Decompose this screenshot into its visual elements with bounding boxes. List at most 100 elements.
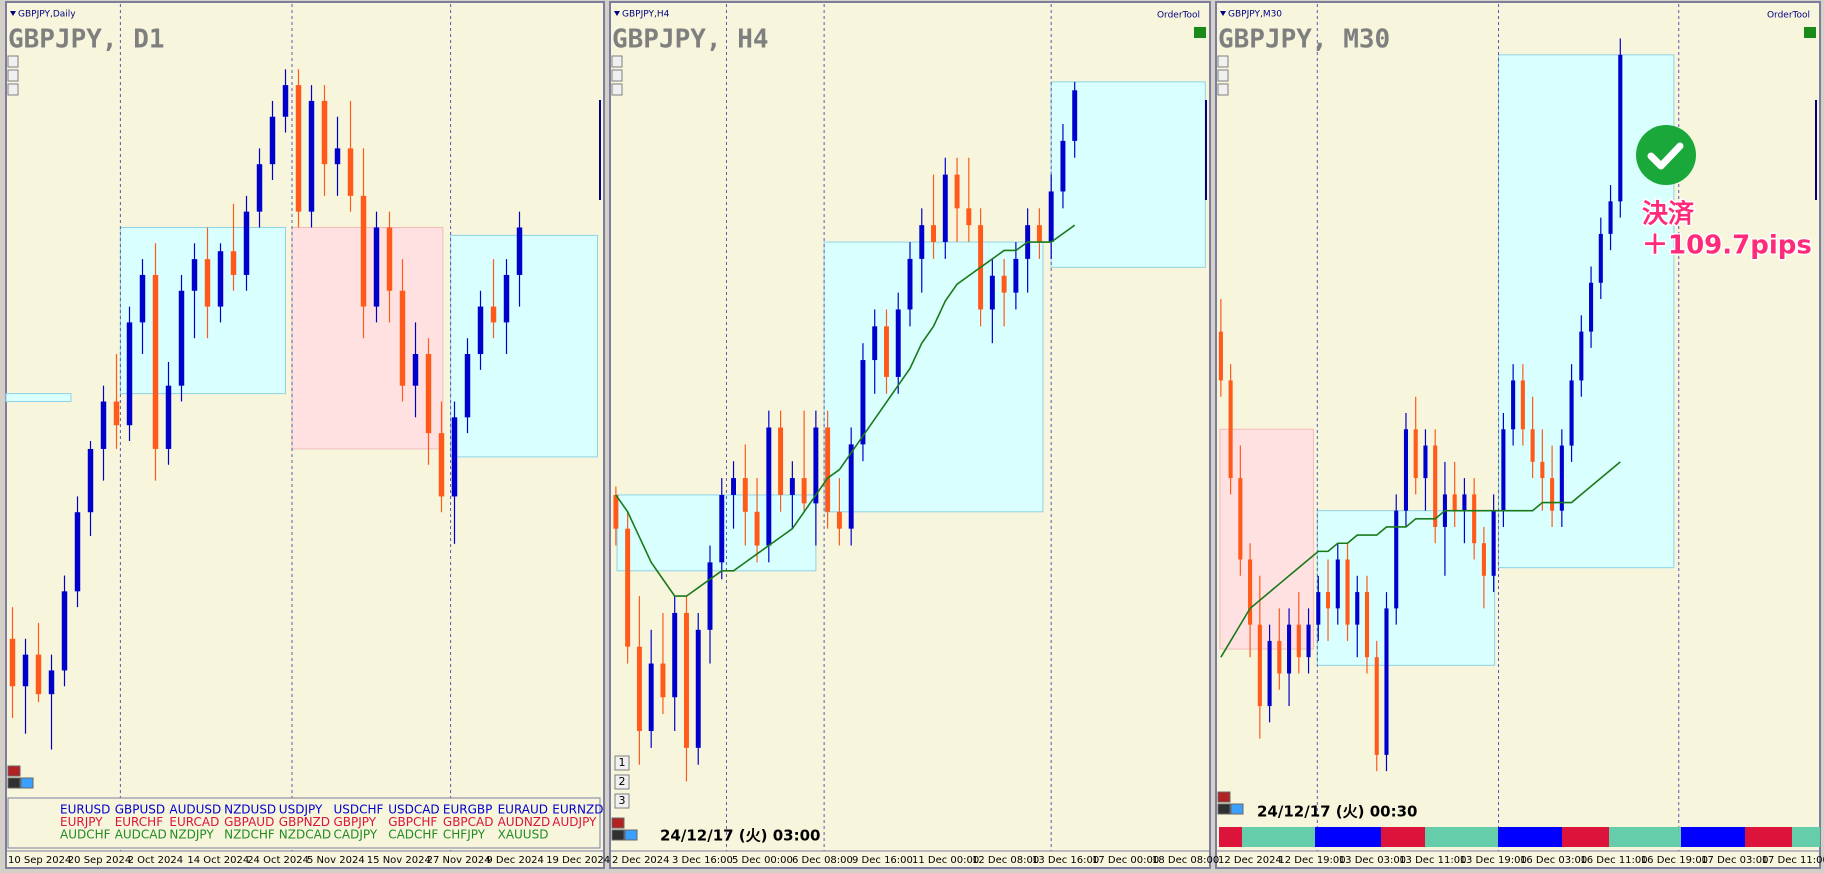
session-seg: [1681, 827, 1745, 847]
candle-body: [386, 227, 393, 291]
candle-body: [1238, 478, 1243, 560]
candle-body: [1520, 380, 1525, 430]
candle-body: [625, 528, 631, 647]
session-seg: [1498, 827, 1562, 847]
candle-body: [373, 227, 380, 307]
candle-body: [884, 326, 889, 377]
candle-body: [1248, 559, 1253, 625]
candle-body: [636, 646, 642, 731]
symbol: GBPCHF: [388, 815, 437, 829]
symbol: USDCHF: [334, 803, 384, 817]
symbol: USDCAD: [388, 803, 439, 817]
candle-body: [295, 85, 302, 212]
date-label: 16 Dec 19:00: [1641, 855, 1708, 866]
price-edge: [1815, 100, 1817, 200]
close-button: [611, 817, 625, 829]
candle-body: [61, 591, 68, 671]
date-label: 9 Dec 16:00: [852, 855, 913, 866]
candle-body: [1433, 445, 1438, 527]
candle-body: [1413, 429, 1418, 479]
symbol: AUDJPY: [552, 815, 597, 829]
order-tool: OrderTool: [1157, 11, 1200, 21]
candle-body: [35, 654, 42, 695]
candle-body: [399, 290, 406, 386]
candle-body: [766, 427, 772, 546]
server-time: 24/12/17 (火) 00:30: [1257, 803, 1417, 821]
session-seg: [1745, 827, 1792, 847]
candle-body: [217, 251, 224, 307]
symbol: CADCHF: [388, 828, 438, 842]
candle-body: [308, 100, 315, 212]
candle-body: [256, 164, 263, 212]
symbol: CADJPY: [334, 828, 378, 842]
candle-body: [1355, 592, 1360, 625]
date-label: 10 Sep 2024: [8, 855, 71, 866]
candle-body: [282, 85, 289, 117]
symbol: GBPUSD: [115, 803, 165, 817]
candle-body: [919, 225, 925, 259]
candle-body: [848, 444, 854, 529]
candle-body: [1001, 275, 1007, 293]
candle-body: [1277, 640, 1282, 674]
candle-body: [695, 629, 701, 748]
candle-body: [895, 309, 901, 377]
check-badge: [1636, 125, 1696, 185]
candle-body: [1579, 331, 1584, 381]
date-label: 5 Nov 2024: [307, 855, 365, 866]
candle-body: [1335, 559, 1340, 609]
symbol: CHFJPY: [443, 828, 486, 842]
symbol: GBPCAD: [443, 815, 494, 829]
order-tool: OrderTool: [1767, 11, 1810, 21]
symbol: XAUUSD: [498, 828, 549, 842]
candle-body: [1550, 478, 1555, 511]
candle-body: [503, 274, 510, 323]
number-button[interactable]: [614, 755, 630, 771]
date-label: 27 Nov 2024: [427, 855, 491, 866]
session-seg: [1381, 827, 1425, 847]
candle-body: [648, 663, 654, 731]
date-label: 15 Nov 2024: [367, 855, 431, 866]
symbol: GBPNZD: [279, 815, 330, 829]
symbol: GBPAUD: [224, 815, 274, 829]
candle-body: [836, 511, 842, 529]
candle-body: [139, 274, 146, 323]
date-label: 16 Dec 11:00: [1580, 855, 1647, 866]
candle-body: [152, 274, 159, 449]
number-button[interactable]: [614, 793, 630, 809]
number-button[interactable]: [614, 774, 630, 790]
candle-body: [1345, 559, 1350, 625]
session-seg: [1792, 827, 1820, 847]
close-button: [1217, 791, 1231, 803]
candle-body: [778, 427, 784, 495]
candle-body: [1257, 624, 1262, 707]
server-time: 24/12/17 (火) 03:00: [660, 827, 820, 845]
candle-body: [113, 401, 120, 426]
candle-body: [1325, 592, 1331, 609]
zone: [450, 234, 598, 458]
candle-body: [1228, 380, 1233, 479]
date-label: 16 Dec 03:00: [1520, 855, 1587, 866]
trade-button: [7, 777, 21, 789]
zone: [1316, 510, 1496, 666]
date-label: 19 Dec 2024: [546, 855, 610, 866]
order-tool-icon: [1194, 27, 1206, 38]
candle-body: [412, 354, 419, 386]
date-label: 17 Dec 03:00: [1701, 855, 1768, 866]
price-edge: [1205, 100, 1207, 200]
symbol-panel: [7, 797, 601, 849]
order-tool-icon: [1804, 27, 1816, 38]
candle-body: [490, 306, 497, 323]
candle-body: [1423, 445, 1428, 479]
date-label: 13 Dec 19:00: [1460, 855, 1527, 866]
date-label: 13 Dec 03:00: [1339, 855, 1406, 866]
candle-body: [613, 494, 619, 529]
menu-arrow: [10, 11, 16, 16]
symbol: NZDCHF: [224, 828, 275, 842]
candle-body: [347, 148, 354, 196]
candle-body: [931, 225, 936, 243]
chart-title: GBPJPY, M30: [1218, 25, 1390, 55]
symbol: EURUSD: [60, 803, 110, 817]
candle-body: [243, 211, 250, 275]
candle-body: [1267, 640, 1272, 707]
date-label: 13 Dec 16:00: [1032, 855, 1099, 866]
